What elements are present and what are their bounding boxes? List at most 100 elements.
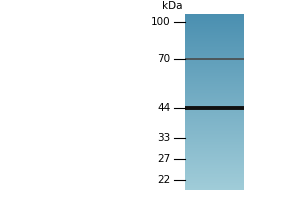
Bar [185,145,244,146]
Bar [185,26,244,27]
Bar [185,42,244,43]
Bar [185,158,244,159]
Bar [185,104,244,105]
Bar [185,115,244,116]
Bar [185,152,244,153]
Bar [185,168,244,169]
Bar [185,157,244,158]
Bar [185,182,244,183]
Bar [185,23,244,24]
Bar [185,189,244,190]
Bar [185,28,244,29]
Bar [185,175,244,176]
Bar [185,63,244,64]
Text: 27: 27 [157,154,171,164]
Bar [185,150,244,151]
Bar [185,98,244,99]
Bar [185,38,244,39]
Bar [185,186,244,187]
Bar [185,159,244,160]
Bar [185,118,244,119]
Bar [185,17,244,18]
Bar [185,154,244,155]
Bar [185,147,244,148]
Bar [185,53,244,54]
Bar [185,22,244,23]
Bar [185,56,244,57]
Bar [185,40,244,41]
Bar [185,184,244,185]
Bar [185,148,244,149]
Bar [185,162,244,163]
Bar [185,183,244,184]
Bar [185,149,244,150]
Bar [185,59,244,60]
Bar [185,146,244,147]
Bar [185,73,244,74]
Bar [185,153,244,154]
Bar [185,188,244,189]
Bar [185,127,244,128]
Bar [185,116,244,117]
Bar [185,160,244,161]
Bar [185,57,244,58]
Bar [185,16,244,17]
Bar [185,62,244,63]
Bar [185,187,244,188]
Bar [185,61,244,62]
Bar [185,173,244,174]
Bar [185,136,244,137]
Bar [185,36,244,37]
Bar [185,130,244,131]
Text: 100: 100 [151,17,171,27]
Text: 22: 22 [157,175,171,185]
Bar [185,124,244,125]
Bar [185,86,244,87]
Bar [185,165,244,166]
Text: 70: 70 [158,54,171,64]
Bar [185,135,244,136]
Bar [185,122,244,123]
Bar [185,68,244,69]
Bar [185,138,244,139]
Bar [185,181,244,182]
Bar [185,52,244,53]
Bar [185,143,244,144]
Bar [185,106,244,107]
Bar [185,18,244,19]
Bar [185,156,244,157]
Bar [185,35,244,36]
Bar [185,77,244,78]
Bar [185,96,244,97]
Bar [185,174,244,175]
Bar [185,85,244,86]
Bar [185,155,244,156]
Bar [185,142,244,143]
Bar [185,137,244,138]
Bar [185,15,244,16]
Bar [185,34,244,35]
Bar [185,166,244,167]
Text: kDa: kDa [162,1,182,11]
Bar [185,70,244,71]
Bar [185,91,244,92]
Bar [185,93,244,94]
Bar [185,133,244,134]
Bar [185,74,244,75]
Bar [185,169,244,170]
Bar [185,44,244,45]
Bar [185,24,244,25]
Bar [185,78,244,79]
Bar [185,99,244,100]
Bar [185,97,244,98]
Bar [185,131,244,132]
Bar [185,45,244,46]
Bar [185,47,244,48]
Bar [185,69,244,70]
Bar [185,94,244,95]
Bar [185,39,244,40]
Bar [185,170,244,171]
Bar [185,151,244,152]
Bar [185,14,244,15]
Bar [185,29,244,30]
